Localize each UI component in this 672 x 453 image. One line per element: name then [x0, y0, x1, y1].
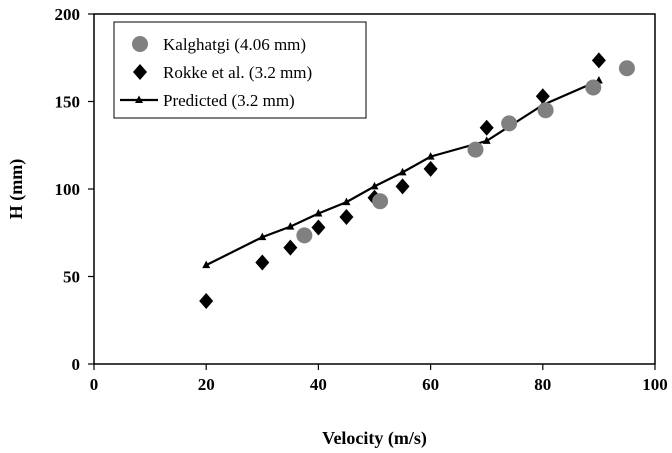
x-tick-label: 40: [310, 375, 327, 394]
predicted-point: [370, 181, 379, 190]
rokke-point: [479, 119, 494, 136]
kalghatgi-point: [501, 115, 518, 132]
x-axis-label: Velocity (m/s): [322, 428, 427, 449]
y-tick-label: 100: [55, 180, 81, 199]
kalghatgi-point: [618, 60, 635, 77]
y-tick-label: 200: [55, 5, 81, 24]
rokke-point: [591, 52, 606, 69]
predicted-point: [426, 152, 435, 160]
rokke-point: [395, 178, 410, 195]
predicted-point: [398, 167, 407, 176]
y-tick-label: 150: [55, 93, 81, 112]
predicted-point: [286, 222, 295, 230]
kalghatgi-point: [585, 79, 602, 96]
predicted-point: [342, 197, 351, 206]
legend-marker-predicted: [135, 95, 143, 103]
predicted-point: [482, 136, 491, 144]
legend-label-rokke: Rokke et al. (3.2 mm): [163, 63, 312, 82]
legend: Kalghatgi (4.06 mm) Rokke et al. (3.2 mm…: [113, 21, 367, 119]
rokke-point: [423, 160, 438, 177]
predicted-point: [202, 260, 211, 269]
x-tick-label: 0: [90, 375, 99, 394]
legend-label-kalghatgi: Kalghatgi (4.06 mm): [163, 35, 306, 54]
y-axis-label: H (mm): [6, 159, 27, 219]
y-tick-label: 50: [63, 268, 80, 287]
x-tick-label: 20: [198, 375, 215, 394]
legend-marker-rokke: [133, 64, 147, 80]
legend-marker-kalghatgi: [132, 36, 148, 52]
predicted-point: [314, 209, 323, 217]
axis-ticks: 0 20 40 60 80 100 0 50 100 150 200: [55, 5, 668, 394]
data-layer: [199, 52, 635, 309]
kalghatgi-point: [296, 227, 313, 244]
rokke-point: [535, 88, 550, 105]
kalghatgi-point: [467, 141, 484, 158]
x-tick-label: 80: [534, 375, 551, 394]
predicted-point: [258, 232, 267, 241]
y-tick-label: 0: [72, 355, 81, 374]
kalghatgi-point: [372, 193, 389, 210]
kalghatgi-point: [537, 102, 554, 119]
rokke-point: [283, 239, 298, 256]
x-tick-label: 100: [642, 375, 668, 394]
rokke-point: [311, 219, 326, 236]
rokke-point: [199, 293, 214, 309]
legend-box: [113, 21, 367, 119]
rokke-point: [339, 209, 354, 225]
legend-label-predicted: Predicted (3.2 mm): [163, 91, 295, 110]
rokke-point: [255, 254, 270, 271]
x-tick-label: 60: [422, 375, 439, 394]
legend-markers: [120, 36, 158, 103]
